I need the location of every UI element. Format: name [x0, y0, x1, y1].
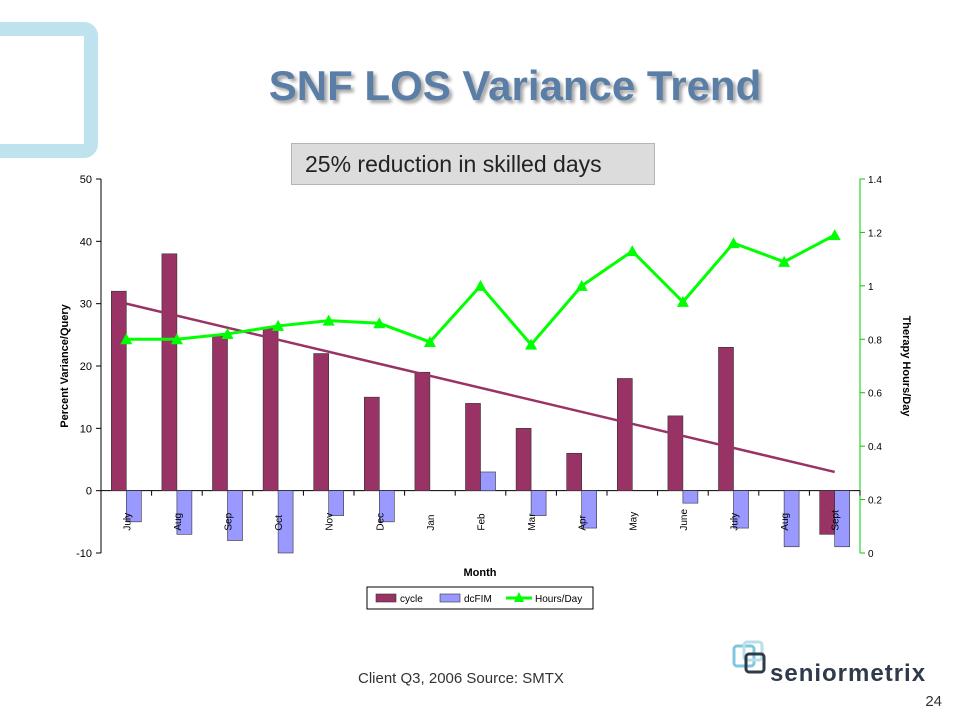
dcfim-bar — [277, 490, 294, 554]
dcfim-bar — [530, 490, 547, 516]
cycle-bar — [718, 346, 734, 491]
category-label: Oct — [274, 515, 285, 531]
y-tick-label-left: 0 — [86, 486, 92, 498]
y-tick-label-left: -10 — [76, 548, 92, 560]
hours-per-day-marker — [170, 333, 183, 345]
x-axis-title: Month — [464, 567, 497, 579]
dcfim-bar — [682, 490, 699, 504]
cycle-bar — [212, 334, 228, 491]
legend-box — [366, 586, 594, 610]
dcfim-bar — [328, 490, 345, 516]
dcfim-bar — [581, 490, 598, 529]
dcfim-bar — [126, 490, 142, 523]
cycle-bar — [363, 396, 380, 491]
category-label: Dec — [375, 513, 386, 531]
y-tick-label-right: 0.8 — [868, 335, 882, 346]
dcfim-bar — [834, 490, 851, 548]
hours-per-day-marker — [373, 317, 386, 329]
cycle-bar — [262, 328, 279, 491]
seniormetrix-logo-icon — [732, 640, 766, 674]
legend-swatch-dcfim — [439, 593, 461, 603]
cycle-bar — [465, 403, 481, 491]
hours-per-day-marker — [474, 279, 487, 291]
category-label: Feb — [477, 513, 488, 531]
dcfim-bar — [783, 490, 800, 548]
cycle-bar — [313, 353, 330, 491]
cycle-bar — [515, 428, 532, 491]
cycle-bar — [616, 378, 633, 491]
hours-per-day-marker — [626, 245, 639, 257]
category-label: July — [730, 513, 741, 531]
hours-per-day-marker — [676, 295, 689, 307]
category-label: Aug — [780, 513, 791, 531]
y-axis-title-right: Therapy Hours/Day — [900, 316, 912, 418]
category-label: Sep — [224, 512, 235, 530]
hours-per-day-marker — [525, 338, 538, 350]
y-tick-label-right: 1.4 — [868, 175, 882, 186]
source-note: Client Q3, 2006 Source: SMTX — [358, 670, 564, 687]
decorative-square — [0, 22, 98, 158]
callout-box: 25% reduction in skilled days — [291, 143, 655, 185]
hours-per-day-marker — [778, 255, 791, 267]
y-tick-label-left: 50 — [80, 174, 92, 186]
hours-per-day-marker — [272, 319, 285, 331]
legend-swatch-cycle — [375, 593, 397, 603]
hours-per-day-marker — [423, 335, 436, 347]
logo-wordmark: seniormetrix — [770, 660, 927, 687]
hours-per-day-marker — [575, 279, 588, 291]
y-tick-label-left: 10 — [80, 423, 92, 435]
hours-per-day-marker — [322, 314, 335, 326]
category-label: Jan — [426, 515, 437, 531]
category-label: Sept — [831, 510, 842, 531]
cycle-bar — [667, 415, 684, 491]
legend-label-dcfim: dcFIM — [464, 594, 492, 605]
dcfim-bar — [733, 490, 749, 529]
hours-per-day-marker — [221, 327, 234, 339]
y-tick-label-right: 1 — [868, 282, 874, 293]
legend-label-hours: Hours/Day — [535, 594, 582, 605]
y-tick-label-right: 1.2 — [868, 228, 882, 239]
cycle-bar — [566, 452, 583, 491]
y-axis-title-left: Percent Variance/Query — [59, 303, 71, 427]
y-tick-label-right: 0.2 — [868, 496, 882, 507]
y-tick-label-right: 0.4 — [868, 442, 882, 453]
hours-per-day-marker — [727, 237, 740, 249]
y-tick-label-left: 40 — [80, 236, 92, 248]
cycle-bar — [161, 253, 178, 491]
category-label: Apr — [578, 514, 589, 530]
page-number: 24 — [925, 693, 942, 710]
y-tick-label-right: 0 — [868, 549, 874, 560]
category-label: July — [122, 513, 133, 531]
dcfim-bar — [227, 490, 243, 541]
slide-title: SNF LOS Variance Trend — [268, 62, 762, 109]
category-label: May — [628, 512, 639, 531]
dcfim-bar — [176, 490, 193, 535]
legend-swatch-hours-marker — [514, 592, 524, 602]
y-tick-label-right: 0.6 — [868, 389, 882, 400]
y-tick-label-left: 30 — [80, 299, 92, 311]
cycle-bar — [414, 371, 431, 491]
category-label: Nov — [325, 513, 336, 531]
y-tick-label-left: 20 — [80, 361, 92, 373]
category-label: Mar — [527, 513, 538, 531]
dcfim-bar — [480, 471, 496, 491]
legend-label-cycle: cycle — [400, 594, 423, 605]
hours-per-day-marker — [828, 229, 841, 241]
category-label: June — [679, 509, 690, 531]
hours-per-day-marker — [120, 333, 133, 345]
category-label: Aug — [173, 513, 184, 531]
cycle-bar — [111, 290, 127, 491]
dcfim-bar — [378, 490, 395, 523]
